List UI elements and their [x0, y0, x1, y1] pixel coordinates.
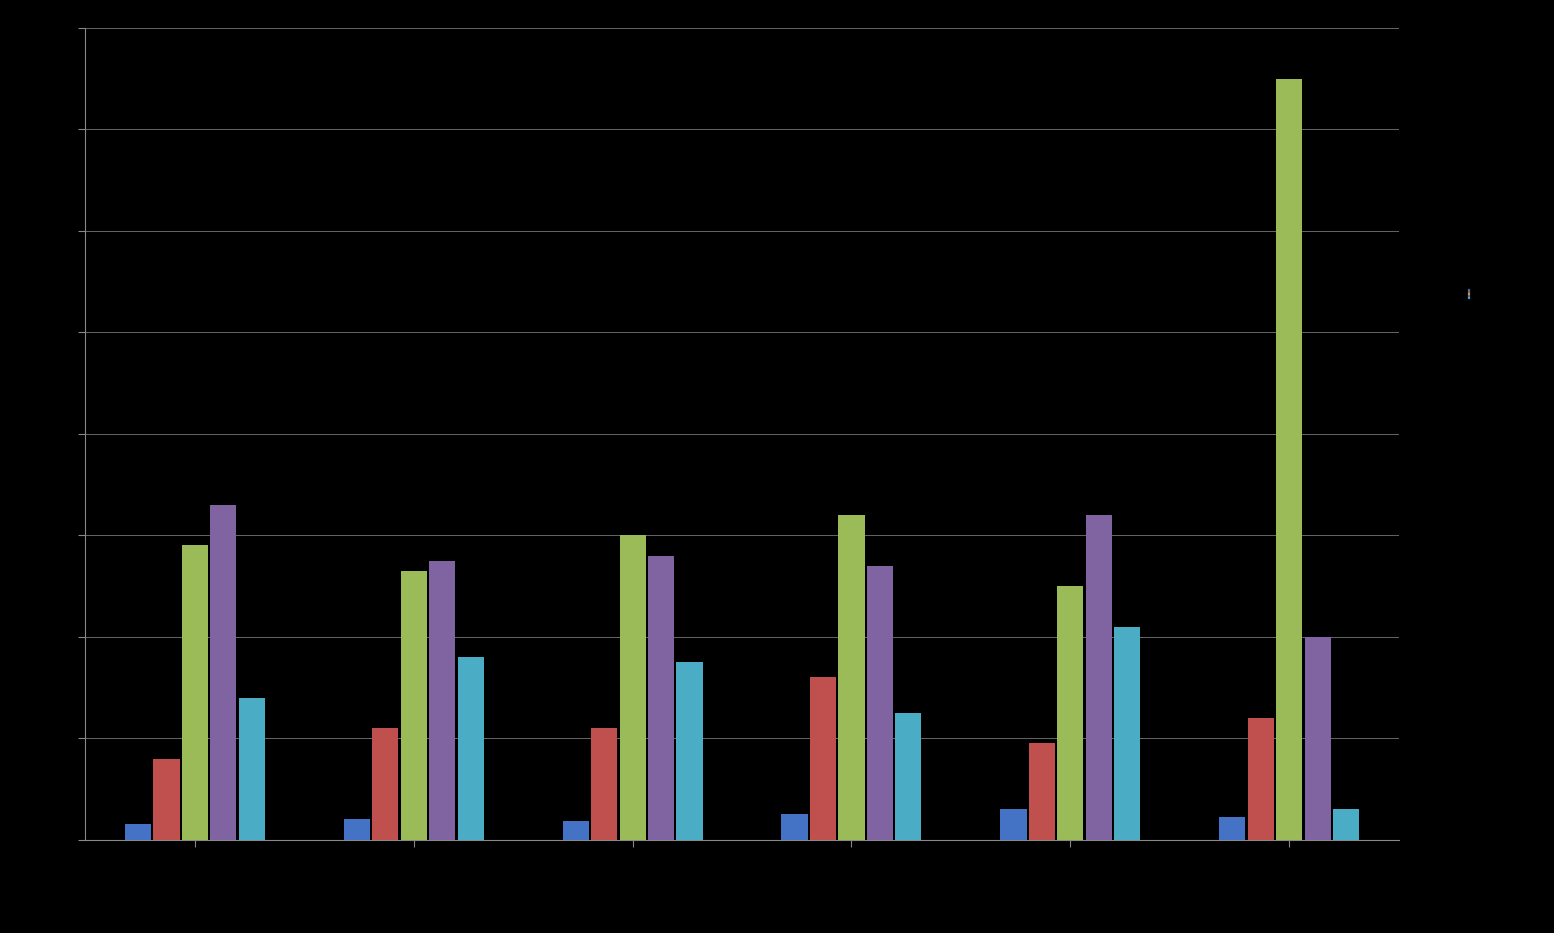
- Bar: [1001, 809, 1027, 840]
- Bar: [343, 819, 370, 840]
- Bar: [1220, 817, 1245, 840]
- Bar: [895, 713, 922, 840]
- Bar: [648, 555, 674, 840]
- Bar: [401, 571, 427, 840]
- Bar: [373, 728, 398, 840]
- Bar: [1333, 809, 1360, 840]
- Bar: [1114, 627, 1141, 840]
- Legend: , , , , : , , , ,: [1469, 288, 1470, 299]
- Bar: [563, 821, 589, 840]
- Bar: [1057, 586, 1083, 840]
- Bar: [1276, 78, 1302, 840]
- Bar: [782, 815, 808, 840]
- Bar: [154, 759, 180, 840]
- Bar: [429, 561, 455, 840]
- Bar: [591, 728, 617, 840]
- Bar: [1304, 637, 1330, 840]
- Bar: [1086, 515, 1111, 840]
- Bar: [1248, 718, 1274, 840]
- Bar: [457, 657, 483, 840]
- Bar: [867, 565, 894, 840]
- Bar: [1029, 744, 1055, 840]
- Bar: [210, 505, 236, 840]
- Bar: [124, 825, 151, 840]
- Bar: [182, 546, 208, 840]
- Bar: [239, 698, 264, 840]
- Bar: [620, 536, 646, 840]
- Bar: [676, 662, 702, 840]
- Bar: [810, 677, 836, 840]
- Bar: [838, 515, 864, 840]
